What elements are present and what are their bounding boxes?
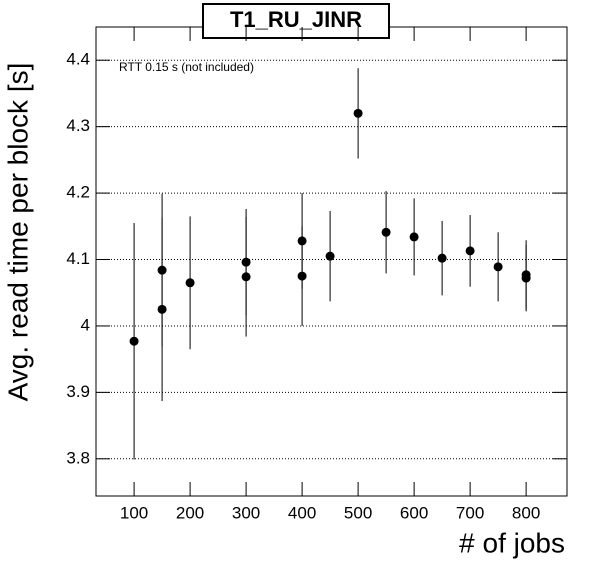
x-tick-label: 200 xyxy=(176,503,204,522)
data-point xyxy=(241,272,251,282)
data-point xyxy=(521,273,531,283)
data-point xyxy=(437,253,447,263)
data-point xyxy=(381,227,391,237)
data-point xyxy=(493,262,503,272)
x-axis-label: # of jobs xyxy=(459,527,565,558)
annotation: RTT 0.15 s (not included) xyxy=(119,60,254,74)
y-tick-label: 4 xyxy=(81,315,90,334)
data-point xyxy=(157,304,167,314)
y-tick-label: 4.2 xyxy=(66,183,90,202)
data-point xyxy=(325,251,335,261)
data-point xyxy=(409,232,419,242)
data-point xyxy=(185,278,195,288)
x-tick-label: 300 xyxy=(232,503,260,522)
x-tick-label: 700 xyxy=(456,503,484,522)
data-point xyxy=(353,108,363,118)
y-tick-label: 3.9 xyxy=(66,382,90,401)
x-tick-label: 600 xyxy=(400,503,428,522)
x-tick-label: 500 xyxy=(344,503,372,522)
x-tick-label: 800 xyxy=(512,503,540,522)
y-tick-label: 4.3 xyxy=(66,116,90,135)
plot-frame xyxy=(95,26,568,497)
data-point xyxy=(465,246,475,256)
chart-title: T1_RU_JINR xyxy=(230,7,362,32)
y-axis-label: Avg. read time per block [s] xyxy=(2,63,33,402)
title-box xyxy=(202,3,390,39)
x-tick-label: 400 xyxy=(288,503,316,522)
y-tick-label: 3.8 xyxy=(66,448,90,467)
data-point xyxy=(297,271,307,281)
x-tick-label: 100 xyxy=(120,503,148,522)
y-tick-label: 4.1 xyxy=(66,249,90,268)
data-point xyxy=(129,336,139,346)
y-tick-label: 4.4 xyxy=(66,50,90,69)
